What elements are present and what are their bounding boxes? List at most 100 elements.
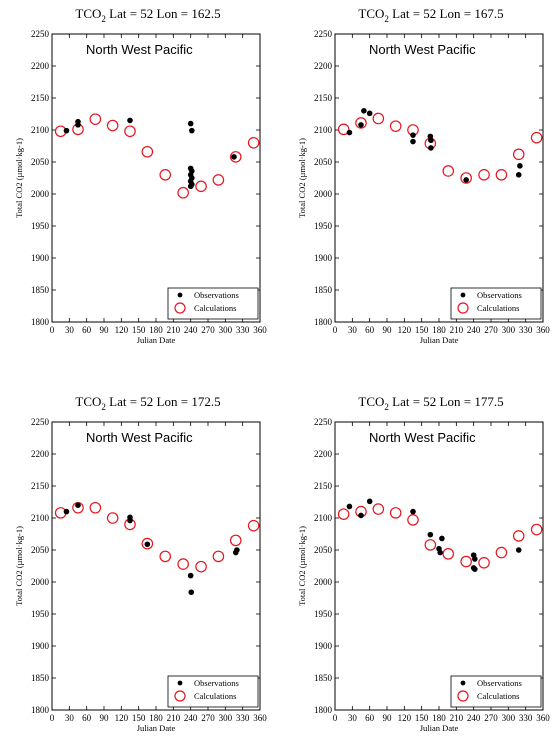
x-tick-label: 60 [82, 713, 92, 723]
calculation-point [177, 186, 189, 199]
y-tick-label: 2250 [314, 29, 333, 39]
x-axis-label: Julian Date [420, 335, 459, 345]
observation-point [410, 138, 416, 145]
plot-frame [51, 421, 261, 711]
observation-point [358, 122, 364, 128]
x-tick-label: 360 [253, 325, 267, 335]
chart-svg: TCO2 Lat = 52 Lon = 172.5 North West Paci… [14, 394, 267, 733]
calculation-point [229, 151, 242, 163]
x-tick-label: 30 [348, 325, 358, 335]
observation-point [358, 512, 364, 519]
observation-point [346, 129, 353, 136]
x-tick-label: 210 [167, 713, 181, 723]
region-label: North West Pacific [86, 430, 193, 445]
calculation-point [212, 550, 225, 563]
observation-point [75, 118, 81, 125]
x-tick-label: 360 [253, 713, 267, 723]
chart-panel-lon-177-5: TCO2 Lat = 52 Lon = 177.5 North West Paci… [283, 388, 553, 748]
legend-label: Calculations [194, 303, 237, 313]
y-tick-label: 2000 [31, 577, 50, 587]
chart-title-rest: Lat = 52 Lon = 167.5 [389, 6, 504, 21]
calculation-point [407, 514, 419, 526]
observation-point [189, 127, 195, 134]
y-tick-label: 2250 [31, 417, 50, 427]
x-tick-label: 60 [365, 325, 375, 335]
observation-point [439, 535, 445, 542]
x-tick-label: 210 [167, 325, 181, 335]
observation-point [187, 120, 194, 127]
calculation-point [195, 180, 207, 193]
y-tick-label: 2150 [314, 481, 333, 491]
x-tick-label: 330 [519, 713, 533, 723]
chart-svg: TCO2 Lat = 52 Lon = 177.5 North West Paci… [297, 394, 550, 733]
observation-point [366, 498, 373, 505]
x-tick-label: 90 [383, 713, 393, 723]
chart-title: TCO2 Lat = 52 Lon = 167.5 [358, 6, 503, 24]
chart-title: TCO2 Lat = 52 Lon = 162.5 [75, 6, 220, 24]
x-tick-label: 120 [115, 713, 129, 723]
observation-point [410, 508, 416, 515]
observation-point [410, 132, 416, 138]
plot-frame [51, 33, 261, 323]
y-tick-label: 2250 [31, 29, 50, 39]
y-tick-label: 2150 [314, 93, 333, 103]
region-label: North West Pacific [369, 42, 476, 57]
calculation-point [89, 501, 102, 514]
legend-marker-observations [177, 680, 183, 686]
chart-panel-lon-162-5: TCO2 Lat = 52 Lon = 162.5 North West Paci… [0, 0, 270, 360]
x-axis-label: Julian Date [137, 723, 176, 733]
plot-frame [334, 421, 544, 711]
legend-marker-observations [460, 292, 466, 298]
y-tick-label: 2050 [314, 545, 333, 555]
y-tick-label: 2200 [314, 449, 333, 459]
observation-point [463, 177, 469, 183]
y-tick-label: 1850 [31, 673, 50, 683]
calculation-point [247, 137, 260, 149]
x-tick-label: 210 [450, 713, 464, 723]
calculation-point [530, 523, 543, 536]
y-tick-label: 1950 [314, 221, 333, 231]
observation-point [472, 556, 478, 562]
x-tick-label: 30 [65, 713, 75, 723]
calculation-point [512, 530, 525, 542]
x-tick-label: 0 [50, 325, 55, 335]
x-tick-label: 180 [432, 713, 446, 723]
calculation-point [141, 537, 154, 550]
x-tick-label: 240 [184, 713, 198, 723]
plot-frame [334, 33, 544, 323]
region-label: North West Pacific [369, 430, 476, 445]
x-tick-label: 240 [184, 325, 198, 335]
legend-label: Calculations [477, 303, 520, 313]
y-tick-label: 2100 [31, 125, 50, 135]
y-axis-label: Total CO2 (µmol·kg-1) [14, 138, 24, 218]
chart-svg: TCO2 Lat = 52 Lon = 162.5 North West Paci… [14, 6, 267, 345]
y-tick-label: 1950 [31, 609, 50, 619]
x-tick-label: 30 [348, 713, 358, 723]
chart-title-rest: Lat = 52 Lon = 177.5 [389, 394, 504, 409]
x-tick-label: 300 [219, 325, 233, 335]
observation-point [361, 108, 367, 114]
observation-point [127, 514, 133, 521]
y-tick-label: 2150 [31, 481, 50, 491]
y-tick-label: 1850 [314, 285, 333, 295]
chart-panel-lon-167-5: TCO2 Lat = 52 Lon = 167.5 North West Paci… [283, 0, 553, 360]
x-tick-label: 90 [100, 713, 110, 723]
legend-marker-observations [460, 680, 466, 686]
y-tick-label: 2050 [31, 545, 50, 555]
x-tick-label: 270 [484, 325, 498, 335]
calculation-point [337, 508, 350, 520]
chart-title-prefix: TCO [358, 394, 384, 409]
y-tick-label: 1850 [314, 673, 333, 683]
y-tick-label: 1950 [31, 221, 50, 231]
legend-label: Observations [194, 290, 239, 300]
calculation-point [106, 512, 119, 524]
calculation-point [229, 534, 242, 547]
x-tick-label: 120 [115, 325, 129, 335]
y-tick-label: 2000 [314, 189, 333, 199]
x-tick-label: 150 [415, 713, 429, 723]
x-tick-label: 330 [519, 325, 533, 335]
legend-label: Observations [477, 678, 522, 688]
y-tick-label: 2050 [31, 157, 50, 167]
calculation-point [177, 558, 189, 570]
calculation-point [159, 169, 172, 181]
